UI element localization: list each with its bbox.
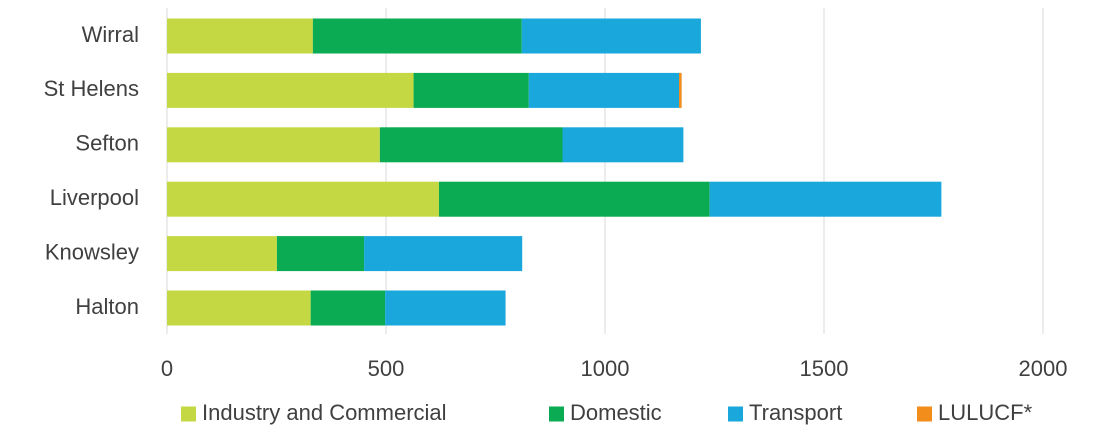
legend-swatch (728, 406, 743, 422)
legend-label: LULUCF* (938, 400, 1033, 425)
bar-sefton-series-1 (379, 127, 563, 163)
bar-st-helens-series-0 (167, 72, 414, 108)
legend-item[interactable]: Transport (728, 400, 842, 425)
bar-st-helens-series-1 (413, 72, 529, 108)
legend-item[interactable]: Industry and Commercial (181, 400, 447, 425)
bar-wirral-series-1 (312, 18, 522, 54)
bar-liverpool-series-0 (167, 181, 439, 217)
bar-knowsley-series-1 (276, 236, 365, 272)
category-label: St Helens (44, 76, 139, 101)
x-tick-label: 1000 (581, 356, 630, 381)
gridlines (166, 8, 1044, 334)
category-label: Halton (75, 294, 139, 319)
legend-swatch (181, 406, 196, 422)
x-tick-labels: 0 500 1000 1500 2000 (161, 356, 1068, 381)
x-tick-label: 1500 (800, 356, 849, 381)
x-tick-label: 500 (368, 356, 405, 381)
legend-swatch (549, 406, 564, 422)
category-label: Knowsley (45, 239, 139, 264)
bar-st-helens-series-2 (528, 72, 680, 108)
bar-wirral-series-2 (521, 18, 701, 54)
legend-label: Transport (749, 400, 842, 425)
legend-label: Industry and Commercial (202, 400, 447, 425)
x-tick-label: 2000 (1019, 356, 1068, 381)
bar-liverpool-series-1 (438, 181, 710, 217)
legend[interactable]: Industry and Commercial Domestic Transport… (181, 400, 1033, 425)
legend-swatch (917, 406, 932, 422)
bar-halton-series-0 (167, 290, 311, 326)
bar-knowsley-series-2 (364, 236, 523, 272)
bar-sefton-series-0 (167, 127, 380, 163)
category-labels: Wirral St Helens Sefton Liverpool Knowsley Ha… (44, 22, 139, 319)
bars (167, 18, 942, 326)
bar-st-helens-series-3 (679, 72, 682, 108)
category-label: Liverpool (50, 185, 139, 210)
category-label: Sefton (75, 131, 139, 156)
x-tick-label: 0 (161, 356, 173, 381)
bar-halton-series-1 (310, 290, 386, 326)
legend-label: Domestic (570, 400, 662, 425)
bar-sefton-series-2 (562, 127, 684, 163)
legend-item[interactable]: Domestic (549, 400, 662, 425)
bar-halton-series-2 (385, 290, 506, 326)
legend-item[interactable]: LULUCF* (917, 400, 1033, 425)
bar-knowsley-series-0 (167, 236, 277, 272)
category-label: Wirral (82, 22, 139, 47)
bar-wirral-series-0 (167, 18, 313, 54)
bar-liverpool-series-2 (709, 181, 942, 217)
